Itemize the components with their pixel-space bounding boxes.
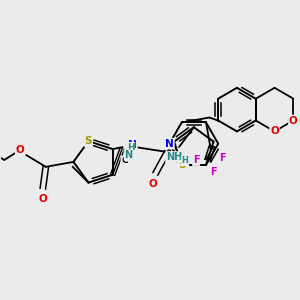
Text: F: F [193,155,200,165]
Text: F: F [210,167,216,177]
Text: O: O [289,116,298,125]
Text: S: S [85,136,92,146]
Text: N: N [165,139,174,149]
Text: N: N [124,150,133,160]
Text: N: N [128,140,137,150]
Text: C: C [121,156,128,165]
Text: O: O [16,145,25,155]
Text: O: O [38,194,47,203]
Text: S: S [178,160,185,170]
Text: O: O [270,126,279,136]
Text: H: H [127,142,134,152]
Text: F: F [220,153,226,163]
Text: H: H [182,156,188,165]
Text: O: O [148,179,157,189]
Text: NH: NH [166,152,182,162]
